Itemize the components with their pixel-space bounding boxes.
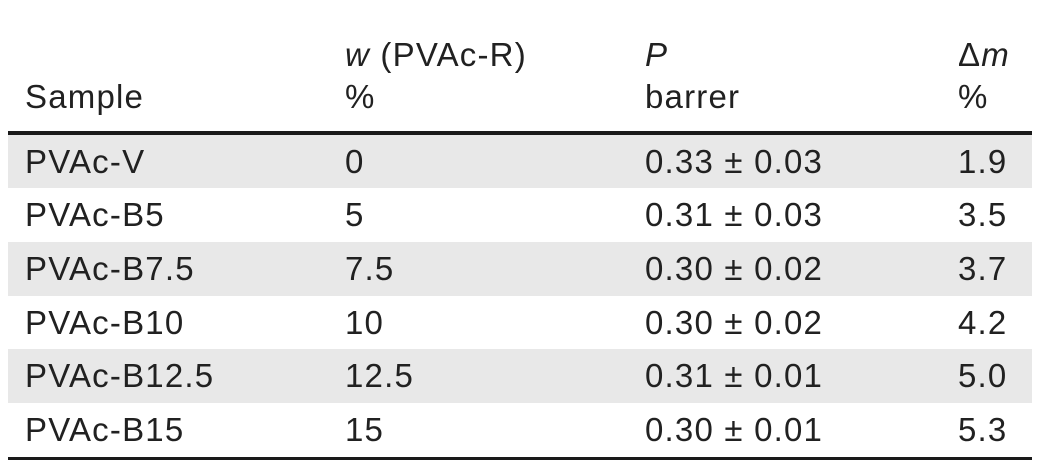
header-permeability: P barrer xyxy=(645,34,958,131)
header-dm-title: Δm xyxy=(958,34,1032,76)
cell-sample: PVAc-B5 xyxy=(25,196,165,234)
cell-p-barrer: 0.30 ± 0.01 xyxy=(645,410,824,448)
cell-sample: PVAc-B10 xyxy=(25,303,185,341)
header-w-title: w (PVAc-R) xyxy=(345,34,645,76)
header-w-units: % xyxy=(345,78,376,115)
table-row: PVAc-V 0 0.33 ± 0.03 1.9 xyxy=(8,134,1032,189)
cell-p-barrer: 0.33 ± 0.03 xyxy=(645,142,824,180)
header-p-units: barrer xyxy=(645,78,741,115)
cell-p-barrer: 0.31 ± 0.03 xyxy=(645,196,824,234)
table-row: PVAc-B12.5 12.5 0.31 ± 0.01 5.0 xyxy=(8,349,1032,403)
cell-dm-pct: 3.5 xyxy=(958,196,1008,234)
header-p-title: P xyxy=(645,34,958,76)
header-w-symbol: w xyxy=(345,36,371,73)
header-dm-units: % xyxy=(958,78,989,115)
table-row: PVAc-B5 5 0.31 ± 0.03 3.5 xyxy=(8,188,1032,242)
data-table: Sample w (PVAc-R) % P barrer Δm % PVAc-V… xyxy=(8,0,1032,461)
cell-dm-pct: 5.3 xyxy=(958,410,1008,448)
header-sample-label: Sample xyxy=(25,78,145,115)
cell-sample: PVAc-B7.5 xyxy=(25,249,195,287)
cell-w-pct: 15 xyxy=(345,410,385,448)
cell-sample: PVAc-V xyxy=(25,142,146,180)
header-dm-delta-symbol: Δ xyxy=(958,36,982,73)
header-rule xyxy=(8,131,1032,135)
table-row: PVAc-B7.5 7.5 0.30 ± 0.02 3.7 xyxy=(8,241,1032,296)
cell-w-pct: 7.5 xyxy=(345,249,395,287)
header-w-rest: (PVAc-R) xyxy=(370,36,527,73)
header-p-symbol: P xyxy=(645,36,669,73)
cell-w-pct: 0 xyxy=(345,142,365,180)
cell-w-pct: 10 xyxy=(345,303,385,341)
cell-p-barrer: 0.31 ± 0.01 xyxy=(645,357,824,395)
cell-w-pct: 5 xyxy=(345,196,365,234)
header-dm-symbol: m xyxy=(981,36,1010,73)
table-row: PVAc-B15 15 0.30 ± 0.01 5.3 xyxy=(8,403,1032,457)
cell-dm-pct: 1.9 xyxy=(958,142,1008,180)
table-row: PVAc-B10 10 0.30 ± 0.02 4.2 xyxy=(8,296,1032,350)
cell-dm-pct: 3.7 xyxy=(958,249,1008,287)
header-sample: Sample xyxy=(8,76,345,131)
cell-p-barrer: 0.30 ± 0.02 xyxy=(645,249,824,287)
cell-dm-pct: 4.2 xyxy=(958,303,1008,341)
table-header-row: Sample w (PVAc-R) % P barrer Δm % xyxy=(8,0,1032,131)
cell-w-pct: 12.5 xyxy=(345,357,415,395)
cell-p-barrer: 0.30 ± 0.02 xyxy=(645,303,824,341)
cell-sample: PVAc-B15 xyxy=(25,410,185,448)
cell-sample: PVAc-B12.5 xyxy=(25,357,215,395)
header-w-pvac-r: w (PVAc-R) % xyxy=(345,34,645,131)
bottom-rule xyxy=(8,456,1032,461)
header-delta-m: Δm % xyxy=(958,34,1032,131)
cell-dm-pct: 5.0 xyxy=(958,357,1008,395)
